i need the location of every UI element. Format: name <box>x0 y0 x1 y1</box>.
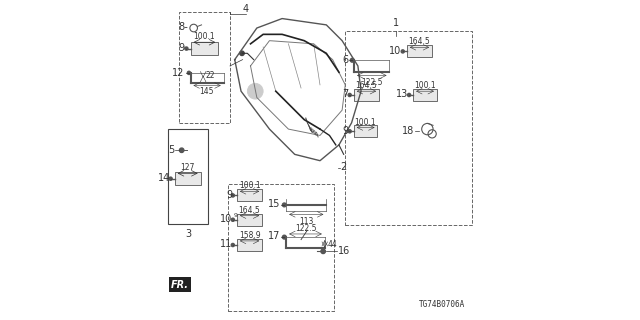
Text: 122.5: 122.5 <box>361 78 383 87</box>
Text: 4: 4 <box>243 4 249 14</box>
Bar <box>175 172 200 185</box>
Text: 122.5: 122.5 <box>295 224 316 233</box>
Circle shape <box>188 71 191 75</box>
Text: 22: 22 <box>205 71 215 80</box>
Text: 9: 9 <box>179 43 185 52</box>
Bar <box>179 12 230 123</box>
Circle shape <box>348 130 351 133</box>
Text: 3: 3 <box>185 228 191 239</box>
Text: 164.5: 164.5 <box>408 37 430 46</box>
Circle shape <box>282 235 286 239</box>
Bar <box>344 31 472 225</box>
Circle shape <box>231 194 234 197</box>
FancyBboxPatch shape <box>170 277 191 292</box>
Text: 6: 6 <box>342 55 348 65</box>
Text: 9: 9 <box>342 126 348 136</box>
Bar <box>191 42 218 55</box>
Text: 164.5: 164.5 <box>356 81 378 90</box>
Circle shape <box>350 58 354 62</box>
Text: FR.: FR. <box>170 280 188 290</box>
Text: 9: 9 <box>226 190 232 200</box>
Text: TG74B0706A: TG74B0706A <box>419 300 465 309</box>
Text: 158.9: 158.9 <box>239 231 260 240</box>
Circle shape <box>169 177 172 180</box>
Text: 113: 113 <box>299 217 314 226</box>
Circle shape <box>321 249 325 253</box>
Circle shape <box>231 244 234 247</box>
Text: 164.5: 164.5 <box>239 206 260 215</box>
Bar <box>413 89 437 101</box>
Text: 44: 44 <box>328 240 338 249</box>
Bar <box>407 45 432 57</box>
Bar <box>237 239 262 251</box>
Text: 7: 7 <box>342 89 348 100</box>
Circle shape <box>231 218 234 221</box>
Text: 127: 127 <box>180 164 195 172</box>
Text: 10: 10 <box>389 46 401 56</box>
Circle shape <box>179 148 184 152</box>
Text: 14: 14 <box>157 173 170 183</box>
Circle shape <box>185 47 188 50</box>
Text: 5: 5 <box>168 145 175 155</box>
Text: 16: 16 <box>339 246 351 256</box>
Bar <box>237 214 262 226</box>
Circle shape <box>247 83 263 99</box>
Text: 15: 15 <box>268 199 280 209</box>
Text: 100.1: 100.1 <box>239 181 260 190</box>
Text: 145: 145 <box>200 87 214 96</box>
Text: 17: 17 <box>268 231 280 242</box>
Text: 100.1: 100.1 <box>355 117 376 127</box>
Text: 100.1: 100.1 <box>414 81 436 90</box>
Bar <box>228 184 334 311</box>
Text: 1: 1 <box>393 18 399 28</box>
Text: 12: 12 <box>172 68 185 78</box>
Circle shape <box>282 203 286 207</box>
Bar <box>237 189 262 201</box>
Text: 2: 2 <box>340 162 347 172</box>
Circle shape <box>348 93 351 97</box>
Text: 13: 13 <box>396 89 408 100</box>
Bar <box>354 125 378 137</box>
Text: 8: 8 <box>179 22 185 32</box>
Text: 9: 9 <box>234 212 238 218</box>
Text: 10: 10 <box>220 214 232 224</box>
Text: 18: 18 <box>402 126 414 136</box>
Bar <box>354 89 379 101</box>
Text: 11: 11 <box>220 239 232 249</box>
Bar <box>168 129 208 224</box>
Circle shape <box>401 50 404 53</box>
Circle shape <box>240 51 244 55</box>
Circle shape <box>408 93 411 97</box>
Text: 100.1: 100.1 <box>193 32 215 41</box>
